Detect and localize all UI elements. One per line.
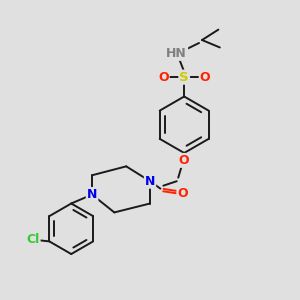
Text: O: O	[200, 71, 210, 84]
Text: O: O	[158, 71, 169, 84]
Text: N: N	[87, 188, 97, 201]
Text: HN: HN	[167, 47, 187, 60]
Text: O: O	[177, 187, 188, 200]
Text: N: N	[145, 175, 155, 188]
Text: N: N	[87, 188, 97, 201]
Text: S: S	[179, 71, 189, 84]
Text: Cl: Cl	[26, 232, 40, 245]
Text: O: O	[179, 154, 190, 167]
